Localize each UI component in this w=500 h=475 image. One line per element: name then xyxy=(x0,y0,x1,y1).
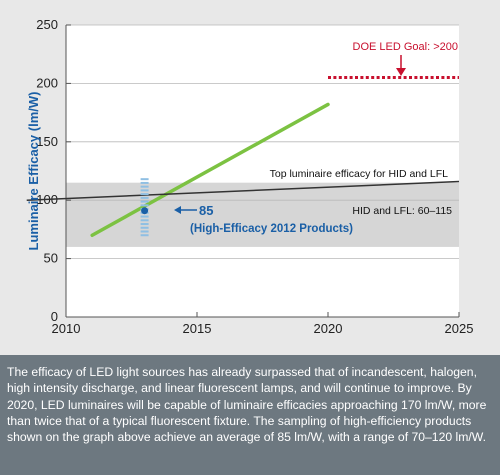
y-tick-label: 150 xyxy=(36,134,58,149)
plot-area xyxy=(66,25,459,317)
sample-note-label: (High-Efficacy 2012 Products) xyxy=(190,223,353,235)
top-efficacy-label: Top luminaire efficacy for HID and LFL xyxy=(270,168,449,180)
series-line-led xyxy=(90,102,330,237)
y-axis-title: Luminaire Efficacy (lm/W) xyxy=(26,92,41,251)
y-tick-label: 250 xyxy=(36,17,58,32)
x-tick-label: 2015 xyxy=(183,321,212,336)
x-tick-label: 2025 xyxy=(445,321,474,336)
doe-goal-arrow-head xyxy=(396,68,406,76)
band-label: HID and LFL: 60–115 xyxy=(352,205,452,217)
sample-value-label: 85 xyxy=(199,203,213,218)
doe-goal-label: DOE LED Goal: >200 xyxy=(353,41,458,53)
sample-point xyxy=(141,207,149,215)
chart-panel: 0 50 100 150 200 250 2010 2015 2020 2025 Luminair… xyxy=(0,0,500,355)
sample-arrow-head xyxy=(174,206,181,214)
figure-caption: The efficacy of LED light sources has al… xyxy=(0,355,500,475)
x-tick-label: 2010 xyxy=(52,321,81,336)
x-tick-label: 2020 xyxy=(314,321,343,336)
series-layer xyxy=(26,76,460,237)
y-tick-label: 200 xyxy=(36,75,58,90)
y-tick-label: 0 xyxy=(51,309,58,324)
sample-layer xyxy=(140,178,149,237)
series-line-hid-lfl-top xyxy=(26,180,460,201)
y-tick-label: 50 xyxy=(44,251,58,266)
